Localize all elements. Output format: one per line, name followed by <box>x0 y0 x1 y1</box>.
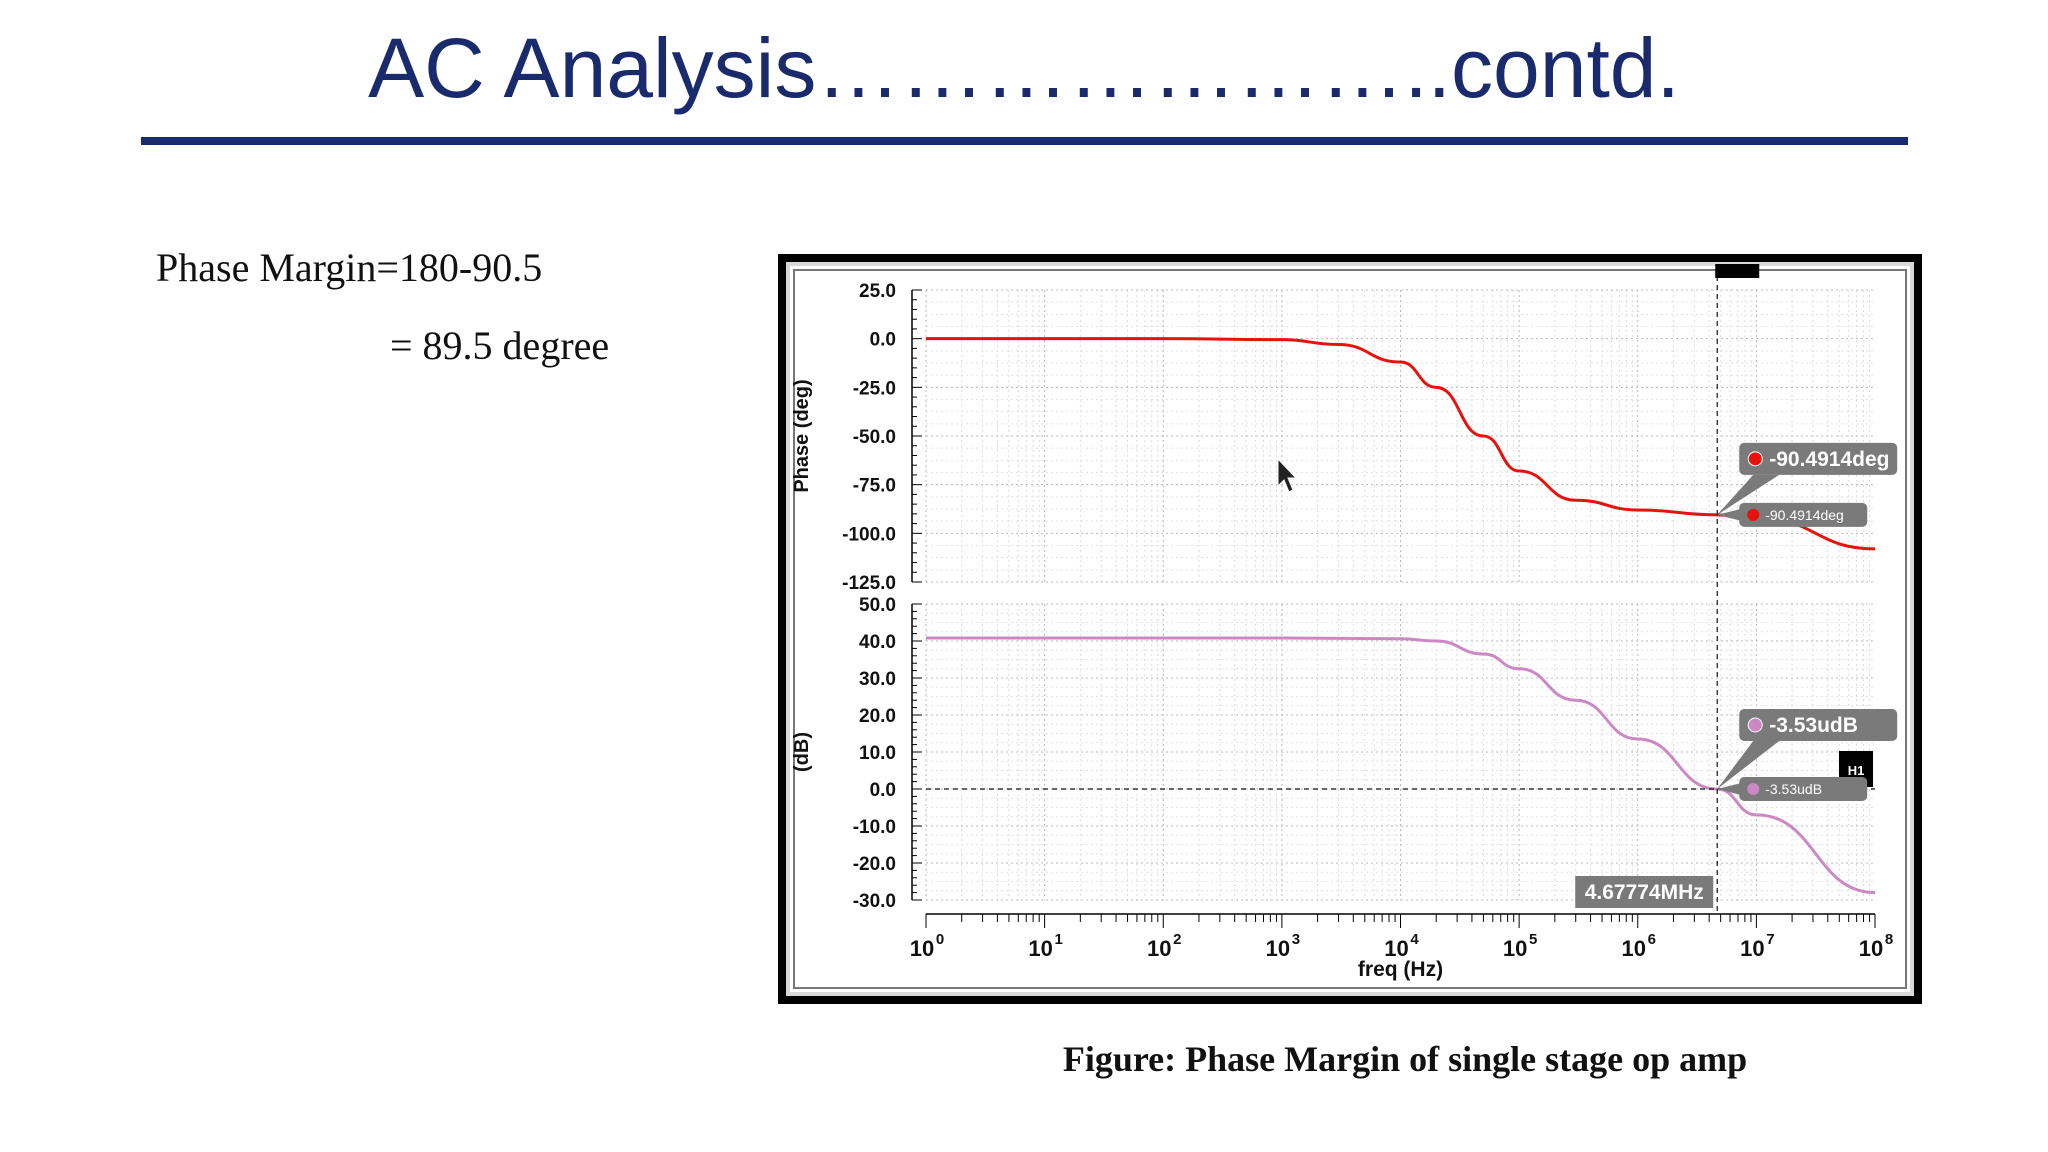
gain-marker-callout-dot <box>1747 717 1763 733</box>
y-tick-label: -50.0 <box>853 427 896 448</box>
y-tick-label: -25.0 <box>853 378 896 399</box>
x-tick-label: 10 <box>1740 936 1764 961</box>
y-tick-label: -20.0 <box>853 854 896 875</box>
x-tick-exponent: 1 <box>1054 931 1062 948</box>
gain-marker-callout-label: -3.53udB <box>1769 714 1858 737</box>
y-tick-label: -30.0 <box>853 891 896 912</box>
x-tick-label: 10 <box>1266 936 1290 961</box>
phase-marker-small-label: -90.4914deg <box>1765 507 1844 523</box>
gain-marker-small-box <box>1739 777 1868 801</box>
x-tick-label: 10 <box>910 936 934 961</box>
y-tick-label: -10.0 <box>853 817 896 838</box>
phase-marker-small-box <box>1739 502 1868 527</box>
x-tick-exponent: 0 <box>936 931 944 948</box>
phase-marker-small-pointer <box>1717 508 1742 521</box>
y-tick-label: 50.0 <box>859 595 896 616</box>
x-tick-exponent: 6 <box>1648 931 1656 948</box>
markers: H1 4.67774MHz -90.4914deg -90.4914deg -3.53u… <box>926 264 1898 914</box>
x-tick-exponent: 8 <box>1885 931 1893 948</box>
grid-lines <box>925 289 1875 901</box>
gain-curve <box>926 636 1876 895</box>
gain-marker-small-dot <box>1747 783 1760 795</box>
freq-readout: 4.67774MHz <box>1585 881 1704 904</box>
x-axis-label: freq (Hz) <box>1358 958 1443 981</box>
h1-badge-label: H1 <box>1848 763 1865 778</box>
phase-marker-callout-box <box>1739 442 1898 475</box>
x-tick-exponent: 4 <box>1410 931 1419 948</box>
gain-marker-callout-box <box>1739 709 1898 741</box>
y-tick-label: -125.0 <box>842 573 896 594</box>
x-tick-label: 10 <box>1028 936 1052 961</box>
cursor-handle <box>1715 264 1760 278</box>
x-tick-label: 10 <box>1622 936 1646 961</box>
gain-marker-small-label: -3.53udB <box>1765 781 1822 797</box>
freq-readout-box <box>1575 876 1714 908</box>
plot-window: 25.0 0.0 -25.0 -50.0 -75.0 -100.0 -125.0 Phase … <box>778 254 1922 1004</box>
phase-marker-callout-dot <box>1747 451 1763 467</box>
x-tick-exponent: 7 <box>1766 931 1774 948</box>
axes: 25.0 0.0 -25.0 -50.0 -75.0 -100.0 -125.0 Phase … <box>791 281 1893 981</box>
y-tick-label: -75.0 <box>853 476 896 497</box>
phase-marker-callout-label: -90.4914deg <box>1769 448 1889 471</box>
x-tick-label: 10 <box>1859 936 1883 961</box>
x-tick-exponent: 3 <box>1292 931 1300 948</box>
y-tick-label: 20.0 <box>859 706 896 727</box>
y-tick-label: 10.0 <box>859 743 896 764</box>
x-tick-label: 10 <box>1384 936 1408 961</box>
y-tick-label: 25.0 <box>859 281 896 302</box>
y-tick-label: 0.0 <box>870 780 896 801</box>
gain-y-label: (dB) <box>791 732 813 772</box>
title-underline <box>141 137 1908 145</box>
y-tick-label: 0.0 <box>870 330 896 351</box>
phase-marker-small-dot <box>1747 508 1760 521</box>
figure-caption: Figure: Phase Margin of single stage op … <box>1062 1039 1748 1079</box>
phase-y-label: Phase (deg) <box>791 379 813 492</box>
gain-marker-callout-pointer <box>1717 741 1780 789</box>
phase-margin-result: = 89.5 degree <box>390 323 610 368</box>
x-tick-exponent: 5 <box>1529 931 1537 948</box>
bode-plot[interactable]: 25.0 0.0 -25.0 -50.0 -75.0 -100.0 -125.0 Phase … <box>778 254 1922 1004</box>
x-tick-label: 10 <box>1147 936 1171 961</box>
y-tick-label: 40.0 <box>859 632 896 653</box>
phase-marker-callout-pointer <box>1717 474 1780 515</box>
x-tick-exponent: 2 <box>1173 931 1181 948</box>
y-tick-label: 30.0 <box>859 669 896 690</box>
mouse-pointer-icon <box>1277 457 1298 493</box>
gain-marker-small-pointer <box>1717 783 1742 795</box>
y-tick-label: -100.0 <box>842 524 896 545</box>
x-tick-label: 10 <box>1503 936 1527 961</box>
phase-margin-formula: Phase Margin=180-90.5 <box>156 245 543 290</box>
slide-title: AC Analysis…………………..contd. <box>368 21 1680 115</box>
